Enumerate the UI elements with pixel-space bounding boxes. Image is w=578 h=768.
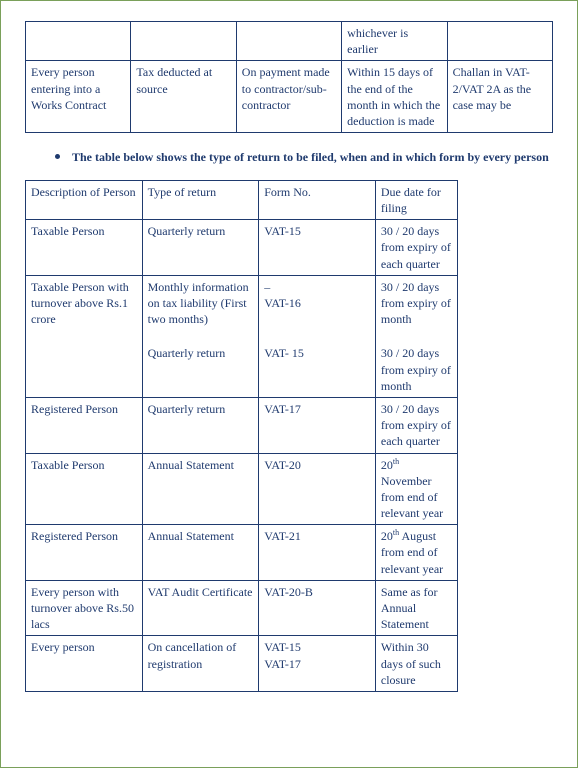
- cell: Within 30 days of such closure: [375, 636, 457, 692]
- cell: Annual Statement: [142, 525, 259, 581]
- cell: 30 / 20 days from expiry of each quarter: [375, 397, 457, 453]
- header-cell: Form No.: [259, 180, 376, 219]
- cell: VAT-21: [259, 525, 376, 581]
- cell: Taxable Person: [26, 453, 143, 525]
- table-tax-deducted: whichever is earlier Every person enteri…: [25, 21, 553, 133]
- cell: Every person with turnover above Rs.50 l…: [26, 580, 143, 636]
- cell: VAT-15: [259, 220, 376, 276]
- cell: Taxable Person: [26, 220, 143, 276]
- cell: Quarterly return: [142, 342, 259, 397]
- table-return-types: Description of Person Type of return For…: [25, 180, 458, 692]
- header-cell: Type of return: [142, 180, 259, 219]
- cell: [447, 22, 552, 61]
- table-row: Taxable Person Quarterly return VAT-15 3…: [26, 220, 458, 276]
- table-row: Taxable Person with turnover above Rs.1 …: [26, 275, 458, 330]
- bullet-icon: [55, 154, 60, 159]
- cell: 30 / 20 days from expiry of month: [375, 275, 457, 330]
- header-cell: Due date for filing: [375, 180, 457, 219]
- cell: Taxable Person with turnover above Rs.1 …: [26, 275, 143, 397]
- cell: [259, 330, 376, 342]
- header-cell: Description of Person: [26, 180, 143, 219]
- table-row: Every person with turnover above Rs.50 l…: [26, 580, 458, 636]
- cell: VAT-20: [259, 453, 376, 525]
- cell: Tax deducted at source: [131, 61, 236, 133]
- bullet-text: The table below shows the type of return…: [72, 149, 553, 166]
- cell-sup: th: [393, 457, 399, 466]
- cell: [131, 22, 236, 61]
- cell: On payment made to contractor/sub-contra…: [236, 61, 341, 133]
- cell: 20th November from end of relevant year: [375, 453, 457, 525]
- cell: Within 15 days of the end of the month i…: [342, 61, 447, 133]
- cell: [375, 330, 457, 342]
- cell: [26, 22, 131, 61]
- cell: Registered Person: [26, 525, 143, 581]
- cell: – VAT-16: [259, 275, 376, 330]
- cell: VAT-15 VAT-17: [259, 636, 376, 692]
- cell: 30 / 20 days from expiry of each quarter: [375, 220, 457, 276]
- cell: whichever is earlier: [342, 22, 447, 61]
- cell: Monthly information on tax liability (Fi…: [142, 275, 259, 330]
- cell-text: VAT-17: [264, 657, 301, 671]
- cell: 30 / 20 days from expiry of month: [375, 342, 457, 397]
- table-row: Registered Person Quarterly return VAT-1…: [26, 397, 458, 453]
- cell: [236, 22, 341, 61]
- cell: VAT-20-B: [259, 580, 376, 636]
- cell: Every person: [26, 636, 143, 692]
- cell: VAT- 15: [259, 342, 376, 397]
- cell-text: –: [264, 280, 270, 294]
- table-row: Registered Person Annual Statement VAT-2…: [26, 525, 458, 581]
- cell-text: VAT-15: [264, 640, 301, 654]
- cell: VAT-17: [259, 397, 376, 453]
- table-row: Every person entering into a Works Contr…: [26, 61, 553, 133]
- cell: On cancellation of registration: [142, 636, 259, 692]
- page-container: whichever is earlier Every person enteri…: [0, 0, 578, 768]
- cell: Same as for Annual Statement: [375, 580, 457, 636]
- cell: Challan in VAT-2/VAT 2A as the case may …: [447, 61, 552, 133]
- table-row: whichever is earlier: [26, 22, 553, 61]
- table-header-row: Description of Person Type of return For…: [26, 180, 458, 219]
- cell: [142, 330, 259, 342]
- cell-text: 20: [381, 458, 393, 472]
- cell: VAT Audit Certificate: [142, 580, 259, 636]
- cell-text: November from end of relevant year: [381, 474, 443, 520]
- cell: Every person entering into a Works Contr…: [26, 61, 131, 133]
- cell: 20th August from end of relevant year: [375, 525, 457, 581]
- cell: Registered Person: [26, 397, 143, 453]
- cell-text: 20: [381, 529, 393, 543]
- cell: Quarterly return: [142, 220, 259, 276]
- cell: Quarterly return: [142, 397, 259, 453]
- table-row: Every person On cancellation of registra…: [26, 636, 458, 692]
- table-row: Taxable Person Annual Statement VAT-20 2…: [26, 453, 458, 525]
- bullet-paragraph: The table below shows the type of return…: [55, 149, 553, 166]
- cell-text: VAT-16: [264, 296, 301, 310]
- cell: Annual Statement: [142, 453, 259, 525]
